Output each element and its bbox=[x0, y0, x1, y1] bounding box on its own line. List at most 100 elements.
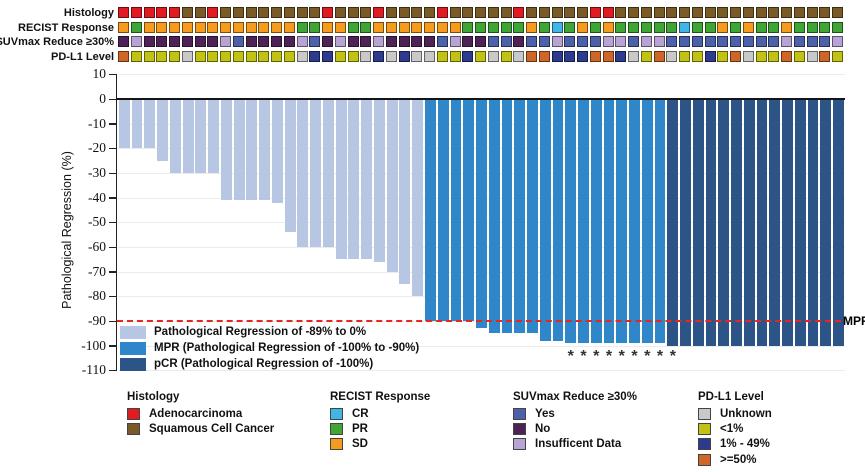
legend-item-swatch bbox=[127, 423, 140, 436]
annotation-square bbox=[666, 36, 678, 47]
annotation-square bbox=[181, 36, 193, 47]
legend-item-swatch bbox=[698, 408, 711, 420]
annotation-square bbox=[513, 36, 525, 47]
annotation-square bbox=[640, 7, 652, 18]
legend-item-label: >=50% bbox=[720, 453, 757, 466]
annotation-square bbox=[487, 50, 499, 62]
patient-bar bbox=[208, 99, 220, 173]
annotation-square bbox=[143, 7, 155, 18]
patient-bar bbox=[182, 99, 194, 173]
annotation-square bbox=[436, 50, 448, 62]
annotation-square bbox=[819, 36, 831, 47]
annotation-square bbox=[577, 36, 589, 47]
legend-item-label: Adenocarcinoma bbox=[149, 408, 243, 420]
annotation-square bbox=[628, 36, 640, 47]
annotation-square bbox=[398, 50, 410, 62]
annotation-square bbox=[564, 50, 576, 62]
annotation-square bbox=[793, 21, 805, 33]
annotation-square bbox=[742, 36, 754, 47]
annotation-square bbox=[615, 36, 627, 47]
annotation-square bbox=[169, 50, 181, 62]
patient-bar bbox=[437, 99, 449, 322]
patient-bar bbox=[527, 99, 538, 334]
annotation-square bbox=[130, 7, 142, 18]
y-tick-label: -40 bbox=[88, 189, 106, 205]
patient-bar bbox=[552, 99, 564, 341]
patient-bar bbox=[680, 99, 691, 346]
annotation-square bbox=[181, 21, 193, 33]
annotation-square bbox=[232, 7, 244, 18]
annotation-square bbox=[411, 21, 423, 33]
patient-bar bbox=[807, 99, 819, 346]
annotation-square bbox=[334, 36, 346, 47]
annotation-square bbox=[793, 36, 805, 47]
annotation-square bbox=[169, 36, 181, 47]
legend-item-label: <1% bbox=[720, 423, 744, 436]
annotation-square bbox=[156, 36, 168, 47]
annotation-square bbox=[526, 7, 538, 18]
y-tick-label: -100 bbox=[81, 337, 106, 353]
annotation-square bbox=[373, 7, 385, 18]
legend-item-label: Unknown bbox=[720, 408, 772, 420]
annotation-square bbox=[615, 7, 627, 18]
patient-bar bbox=[157, 99, 168, 161]
annotation-square bbox=[717, 50, 729, 62]
annotation-square bbox=[832, 50, 844, 62]
patient-bar bbox=[692, 99, 704, 346]
legend-item-swatch bbox=[698, 423, 711, 436]
patient-bar bbox=[348, 99, 360, 260]
annotation-square bbox=[245, 21, 257, 33]
annotation-square bbox=[322, 36, 334, 47]
annotation-square bbox=[181, 50, 193, 62]
annotation-square bbox=[130, 50, 142, 62]
chart-legend-swatch bbox=[120, 358, 146, 372]
annotation-square bbox=[513, 50, 525, 62]
y-tick-label: -50 bbox=[88, 214, 106, 230]
patient-bar bbox=[310, 99, 322, 248]
annotation-square bbox=[551, 50, 563, 62]
patient-bar bbox=[539, 99, 551, 341]
patient-bar bbox=[794, 99, 806, 346]
annotation-square bbox=[220, 7, 232, 18]
annotation-square bbox=[538, 36, 550, 47]
annotation-square bbox=[551, 36, 563, 47]
annotation-square bbox=[385, 7, 397, 18]
patient-bar bbox=[782, 99, 793, 346]
annotation-square bbox=[360, 7, 372, 18]
patient-bar bbox=[731, 99, 742, 346]
annotation-square bbox=[704, 36, 716, 47]
annotation-square bbox=[691, 50, 703, 62]
annotation-square bbox=[296, 21, 308, 33]
annotation-square bbox=[679, 50, 691, 62]
annotation-square bbox=[283, 50, 295, 62]
patient-bar bbox=[629, 99, 640, 344]
annotation-square bbox=[768, 36, 780, 47]
annotation-square bbox=[832, 36, 844, 47]
y-tick-mark bbox=[109, 320, 116, 323]
patient-bar bbox=[297, 99, 309, 248]
y-tick-label: -20 bbox=[88, 140, 106, 156]
annotation-square bbox=[589, 21, 601, 33]
annotation-square bbox=[781, 50, 793, 62]
annotation-square bbox=[538, 50, 550, 62]
annotation-square bbox=[411, 36, 423, 47]
patient-bar bbox=[743, 99, 755, 346]
annotation-square bbox=[232, 36, 244, 47]
annotation-square bbox=[666, 7, 678, 18]
legend-item-swatch bbox=[513, 408, 526, 420]
annotation-square bbox=[309, 7, 321, 18]
patient-bar bbox=[718, 99, 730, 346]
annotation-square bbox=[322, 7, 334, 18]
legend-item-label: Yes bbox=[535, 408, 555, 420]
y-tick-label: -80 bbox=[88, 288, 106, 304]
legend-item-swatch bbox=[698, 438, 711, 451]
y-tick-label: 0 bbox=[99, 91, 106, 106]
annotation-square bbox=[806, 50, 818, 62]
annotation-square bbox=[424, 7, 436, 18]
patient-bar bbox=[399, 99, 411, 285]
annotation-square bbox=[436, 7, 448, 18]
annotation-square bbox=[334, 7, 346, 18]
annotation-square bbox=[742, 7, 754, 18]
annotation-square bbox=[118, 21, 129, 33]
annotation-square bbox=[640, 36, 652, 47]
